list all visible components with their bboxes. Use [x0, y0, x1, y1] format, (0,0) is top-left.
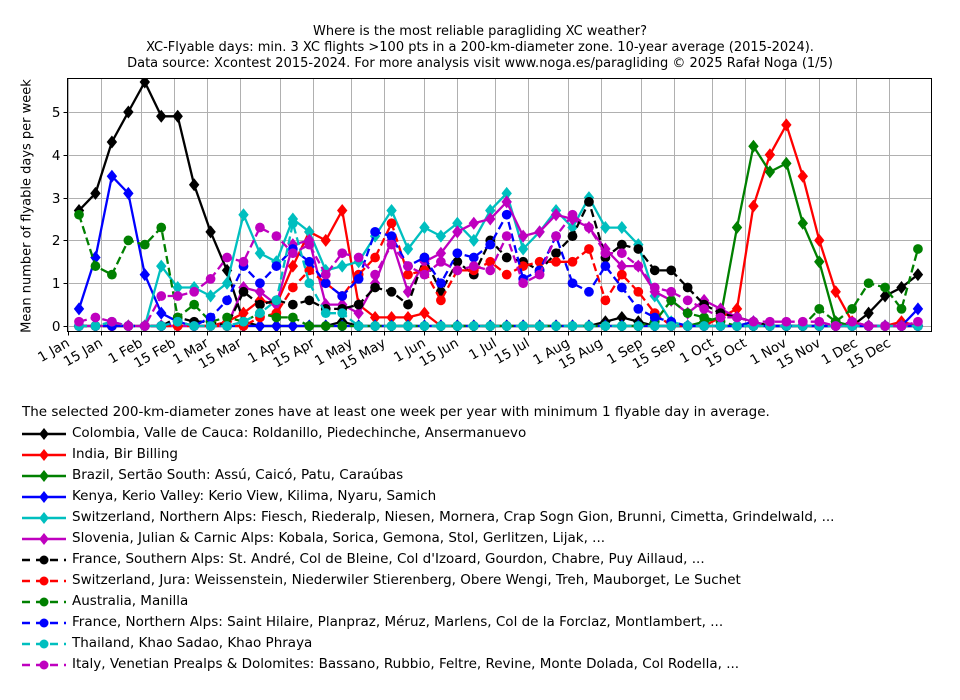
legend-item: Brazil, Sertão South: Assú, Caicó, Patu,… — [22, 465, 834, 486]
series-line — [74, 209, 923, 331]
legend-label: Kenya, Kerio Valley: Kerio View, Kilima,… — [72, 488, 437, 504]
series-line — [73, 78, 924, 332]
series-line — [74, 209, 923, 331]
y-axis: 0 1 2 3 4 5 — [52, 105, 68, 335]
circle-marker-icon — [22, 618, 66, 627]
x-tick-label: 15 Jan — [61, 335, 106, 370]
x-tick-label: 15 Jul — [492, 335, 533, 368]
diamond-marker-icon — [22, 469, 66, 482]
legend-label: Slovenia, Julian & Carnic Alps: Kobala, … — [72, 530, 606, 546]
legend-item: Kenya, Kerio Valley: Kerio View, Kilima,… — [22, 486, 834, 507]
legend-label: France, Southern Alps: St. André, Col de… — [72, 551, 705, 567]
series-line — [74, 218, 923, 331]
legend-label: France, Northern Alps: Saint Hilaire, Pl… — [72, 614, 724, 630]
legend-label: Switzerland, Jura: Weissenstein, Niederw… — [72, 572, 741, 588]
chart-titles: Where is the most reliable paragliding X… — [0, 24, 960, 72]
y-tick-label: 0 — [52, 319, 61, 335]
legend-label: India, Bir Billing — [72, 446, 178, 462]
series-line — [73, 139, 924, 332]
chart-title: Where is the most reliable paragliding X… — [313, 24, 647, 39]
legend-item: Thailand, Khao Sadao, Khao Phraya — [22, 633, 834, 654]
legend-item: Slovenia, Julian & Carnic Alps: Kobala, … — [22, 528, 834, 549]
y-tick-label: 1 — [52, 276, 61, 292]
series-line — [73, 118, 924, 332]
legend-note: The selected 200-km-diameter zones have … — [22, 404, 770, 420]
diamond-marker-icon — [22, 427, 66, 440]
chart-legend: The selected 200-km-diameter zones have … — [22, 402, 834, 675]
legend-label: Brazil, Sertão South: Assú, Caicó, Patu,… — [72, 467, 404, 483]
legend-label: Thailand, Khao Sadao, Khao Phraya — [72, 635, 313, 651]
y-tick-label: 4 — [52, 148, 61, 164]
legend-item: Colombia, Valle de Cauca: Roldanillo, Pi… — [22, 423, 834, 444]
legend-item: France, Southern Alps: St. André, Col de… — [22, 549, 834, 570]
circle-marker-icon — [22, 660, 66, 669]
legend-label: Colombia, Valle de Cauca: Roldanillo, Pi… — [72, 425, 527, 441]
legend-label: Switzerland, Northern Alps: Fiesch, Ried… — [72, 509, 835, 525]
y-tick-label: 3 — [52, 191, 61, 207]
circle-marker-icon — [22, 639, 66, 648]
diamond-marker-icon — [22, 532, 66, 545]
chart-series — [73, 78, 924, 332]
y-tick-label: 2 — [52, 233, 61, 249]
circle-marker-icon — [22, 597, 66, 606]
legend-item: France, Northern Alps: Saint Hilaire, Pl… — [22, 612, 834, 633]
circle-marker-icon — [22, 576, 66, 585]
legend-label: Australia, Manilla — [72, 593, 189, 609]
legend-label: Italy, Venetian Prealps & Dolomites: Bas… — [72, 656, 740, 672]
chart-subtitle: XC-Flyable days: min. 3 XC flights >100 … — [146, 40, 814, 55]
y-axis-label: Mean number of flyable days per week — [19, 79, 35, 333]
y-tick-label: 5 — [52, 105, 61, 121]
legend-item: India, Bir Billing — [22, 444, 834, 465]
legend-item: Australia, Manilla — [22, 591, 834, 612]
legend-item: Switzerland, Northern Alps: Fiesch, Ried… — [22, 507, 834, 528]
diamond-marker-icon — [22, 448, 66, 461]
series-line — [74, 197, 923, 331]
legend-item: Switzerland, Jura: Weissenstein, Niederw… — [22, 570, 834, 591]
diamond-marker-icon — [22, 490, 66, 503]
circle-marker-icon — [22, 555, 66, 564]
plot-frame — [67, 78, 932, 332]
chart-source: Data source: Xcontest 2015-2024. For mor… — [127, 56, 833, 71]
legend-item: Italy, Venetian Prealps & Dolomites: Bas… — [22, 654, 834, 675]
series-line — [73, 186, 924, 332]
series-line — [73, 195, 924, 332]
series-line — [74, 218, 923, 331]
diamond-marker-icon — [22, 511, 66, 524]
